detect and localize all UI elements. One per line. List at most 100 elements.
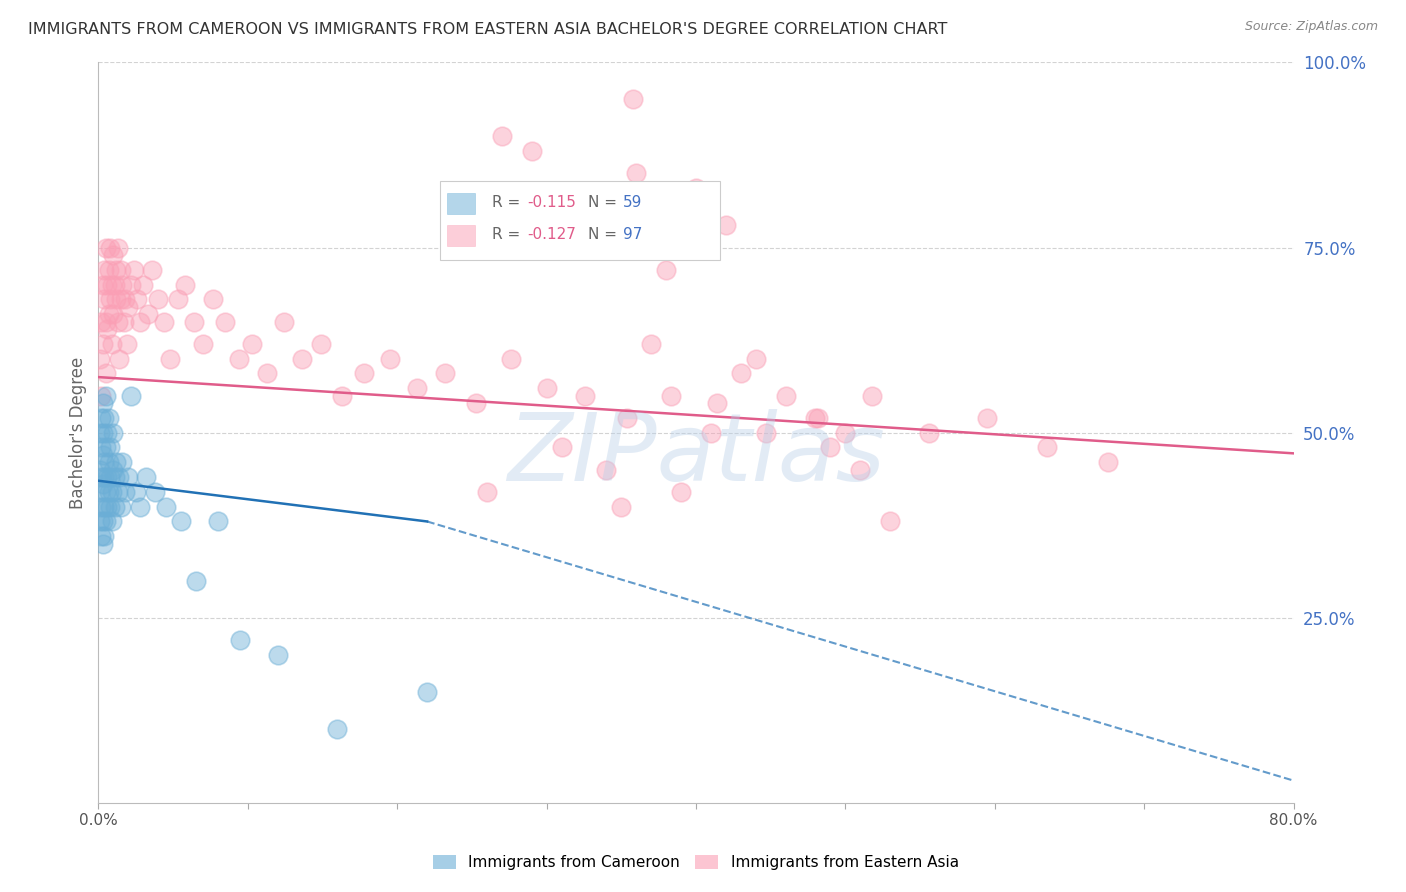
- Point: [94, 240, 117, 255]
- Text: Source: ZipAtlas.com: Source: ZipAtlas.com: [1244, 20, 1378, 33]
- Point: [91, 537, 114, 551]
- Point: [110, 262, 132, 277]
- Point: [416, 685, 439, 699]
- Point: [117, 300, 139, 314]
- Point: [90, 500, 112, 514]
- Point: [125, 484, 148, 499]
- Point: [207, 515, 229, 529]
- Point: [326, 722, 349, 736]
- Point: [595, 462, 617, 476]
- Point: [860, 389, 883, 403]
- Point: [141, 262, 163, 277]
- Point: [97, 455, 120, 469]
- Point: [108, 351, 131, 366]
- Point: [90, 470, 112, 484]
- Point: [621, 93, 644, 107]
- Point: [465, 396, 488, 410]
- Point: [132, 277, 155, 292]
- Point: [96, 470, 118, 484]
- Text: N =: N =: [588, 227, 621, 242]
- Point: [918, 425, 941, 440]
- Y-axis label: Bachelor's Degree: Bachelor's Degree: [69, 357, 87, 508]
- Point: [405, 381, 427, 395]
- Text: R =: R =: [492, 227, 526, 242]
- Point: [879, 515, 901, 529]
- Point: [98, 500, 122, 514]
- Point: [685, 181, 707, 195]
- Text: ZIPatlas: ZIPatlas: [508, 409, 884, 500]
- Point: [550, 441, 572, 455]
- Point: [610, 500, 633, 514]
- Point: [98, 240, 122, 255]
- Point: [659, 389, 682, 403]
- Text: 97: 97: [623, 227, 643, 242]
- Point: [775, 389, 797, 403]
- Point: [124, 262, 146, 277]
- Point: [105, 455, 128, 469]
- Point: [475, 484, 498, 499]
- Point: [94, 367, 117, 381]
- Point: [755, 425, 778, 440]
- Point: [93, 455, 115, 469]
- Point: [353, 367, 375, 381]
- Point: [97, 307, 120, 321]
- Point: [104, 470, 127, 484]
- Point: [640, 336, 662, 351]
- Point: [103, 307, 125, 321]
- Point: [616, 410, 638, 425]
- Point: [108, 470, 131, 484]
- Point: [191, 336, 214, 351]
- Point: [183, 315, 205, 329]
- Point: [834, 425, 856, 440]
- Text: R =: R =: [492, 195, 526, 210]
- Point: [97, 484, 120, 499]
- Point: [290, 351, 312, 366]
- Point: [491, 129, 513, 144]
- Point: [94, 389, 117, 403]
- Point: [89, 351, 111, 366]
- Point: [136, 307, 159, 321]
- Point: [114, 293, 136, 307]
- Point: [574, 389, 596, 403]
- Legend: Immigrants from Cameroon, Immigrants from Eastern Asia: Immigrants from Cameroon, Immigrants fro…: [427, 849, 965, 877]
- Point: [700, 425, 723, 440]
- Point: [107, 240, 129, 255]
- Point: [90, 529, 112, 543]
- Point: [98, 293, 122, 307]
- Point: [89, 515, 111, 529]
- Point: [159, 351, 181, 366]
- Point: [97, 410, 120, 425]
- Point: [745, 351, 768, 366]
- Text: -0.127: -0.127: [527, 227, 576, 242]
- Point: [89, 425, 111, 440]
- Point: [309, 336, 332, 351]
- Point: [669, 484, 692, 499]
- Point: [273, 315, 295, 329]
- Point: [127, 293, 149, 307]
- Point: [214, 315, 236, 329]
- Point: [101, 336, 124, 351]
- Point: [93, 262, 115, 277]
- Point: [90, 441, 112, 455]
- Point: [105, 262, 128, 277]
- Point: [91, 515, 114, 529]
- Text: 59: 59: [623, 195, 643, 210]
- Point: [110, 500, 132, 514]
- Point: [520, 145, 543, 159]
- Point: [91, 477, 114, 491]
- Point: [148, 293, 170, 307]
- Point: [624, 166, 647, 180]
- Point: [91, 277, 114, 292]
- Point: [135, 470, 157, 484]
- Text: IMMIGRANTS FROM CAMEROON VS IMMIGRANTS FROM EASTERN ASIA BACHELOR'S DEGREE CORRE: IMMIGRANTS FROM CAMEROON VS IMMIGRANTS F…: [28, 22, 948, 37]
- Point: [330, 389, 353, 403]
- Point: [229, 632, 252, 647]
- Point: [91, 336, 114, 351]
- Point: [103, 462, 125, 476]
- Point: [655, 262, 678, 277]
- Point: [174, 277, 197, 292]
- Point: [976, 410, 998, 425]
- Point: [107, 484, 129, 499]
- Point: [98, 470, 122, 484]
- Point: [120, 277, 142, 292]
